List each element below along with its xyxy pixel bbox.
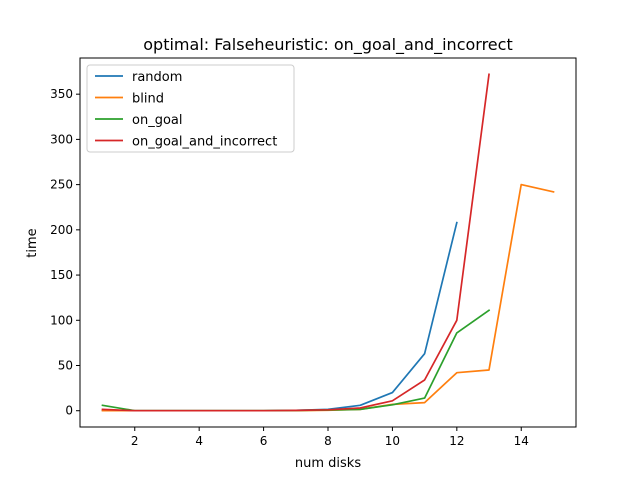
legend: random blind on_goal on_goal_and_incorrect: [86, 64, 295, 153]
x-tick-label: 8: [324, 434, 332, 448]
x-tick-label: 4: [195, 434, 203, 448]
y-tick-label: 300: [50, 132, 73, 146]
x-tick-label: 2: [131, 434, 139, 448]
series-layer: [101, 73, 555, 412]
legend-label-on_goal: on_goal: [132, 113, 182, 128]
y-tick-label: 100: [50, 313, 73, 327]
x-tick-label: 14: [514, 434, 529, 448]
legend-label-on_goal_and_incorrect: on_goal_and_incorrect: [132, 135, 277, 150]
y-tick-label: 250: [50, 178, 73, 192]
x-tick-label: 12: [449, 434, 464, 448]
y-tick-label: 50: [58, 359, 73, 373]
y-tick-label: 0: [65, 404, 73, 418]
y-tick-label: 350: [50, 87, 73, 101]
legend-label-random: random: [132, 70, 182, 85]
x-tick-label: 10: [385, 434, 400, 448]
x-axis-label: num disks: [295, 456, 361, 471]
legend-box: [86, 64, 295, 153]
chart-title: optimal: Falseheuristic: on_goal_and_inc…: [143, 35, 512, 55]
x-axis: 2 4 6 8 10 12 14: [131, 427, 529, 448]
legend-label-blind: blind: [132, 92, 164, 107]
y-axis-label: time: [25, 228, 40, 257]
y-tick-label: 200: [50, 223, 73, 237]
series-line-on_goal_and_incorrect: [101, 73, 490, 412]
y-axis: 0 50 100 150 200 250 300 350: [50, 87, 80, 418]
x-tick-label: 6: [260, 434, 268, 448]
y-tick-label: 150: [50, 268, 73, 282]
